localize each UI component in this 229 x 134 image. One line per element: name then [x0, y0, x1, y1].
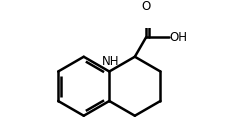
- Text: OH: OH: [169, 31, 186, 44]
- Text: NH: NH: [101, 55, 119, 68]
- Text: O: O: [141, 0, 150, 13]
